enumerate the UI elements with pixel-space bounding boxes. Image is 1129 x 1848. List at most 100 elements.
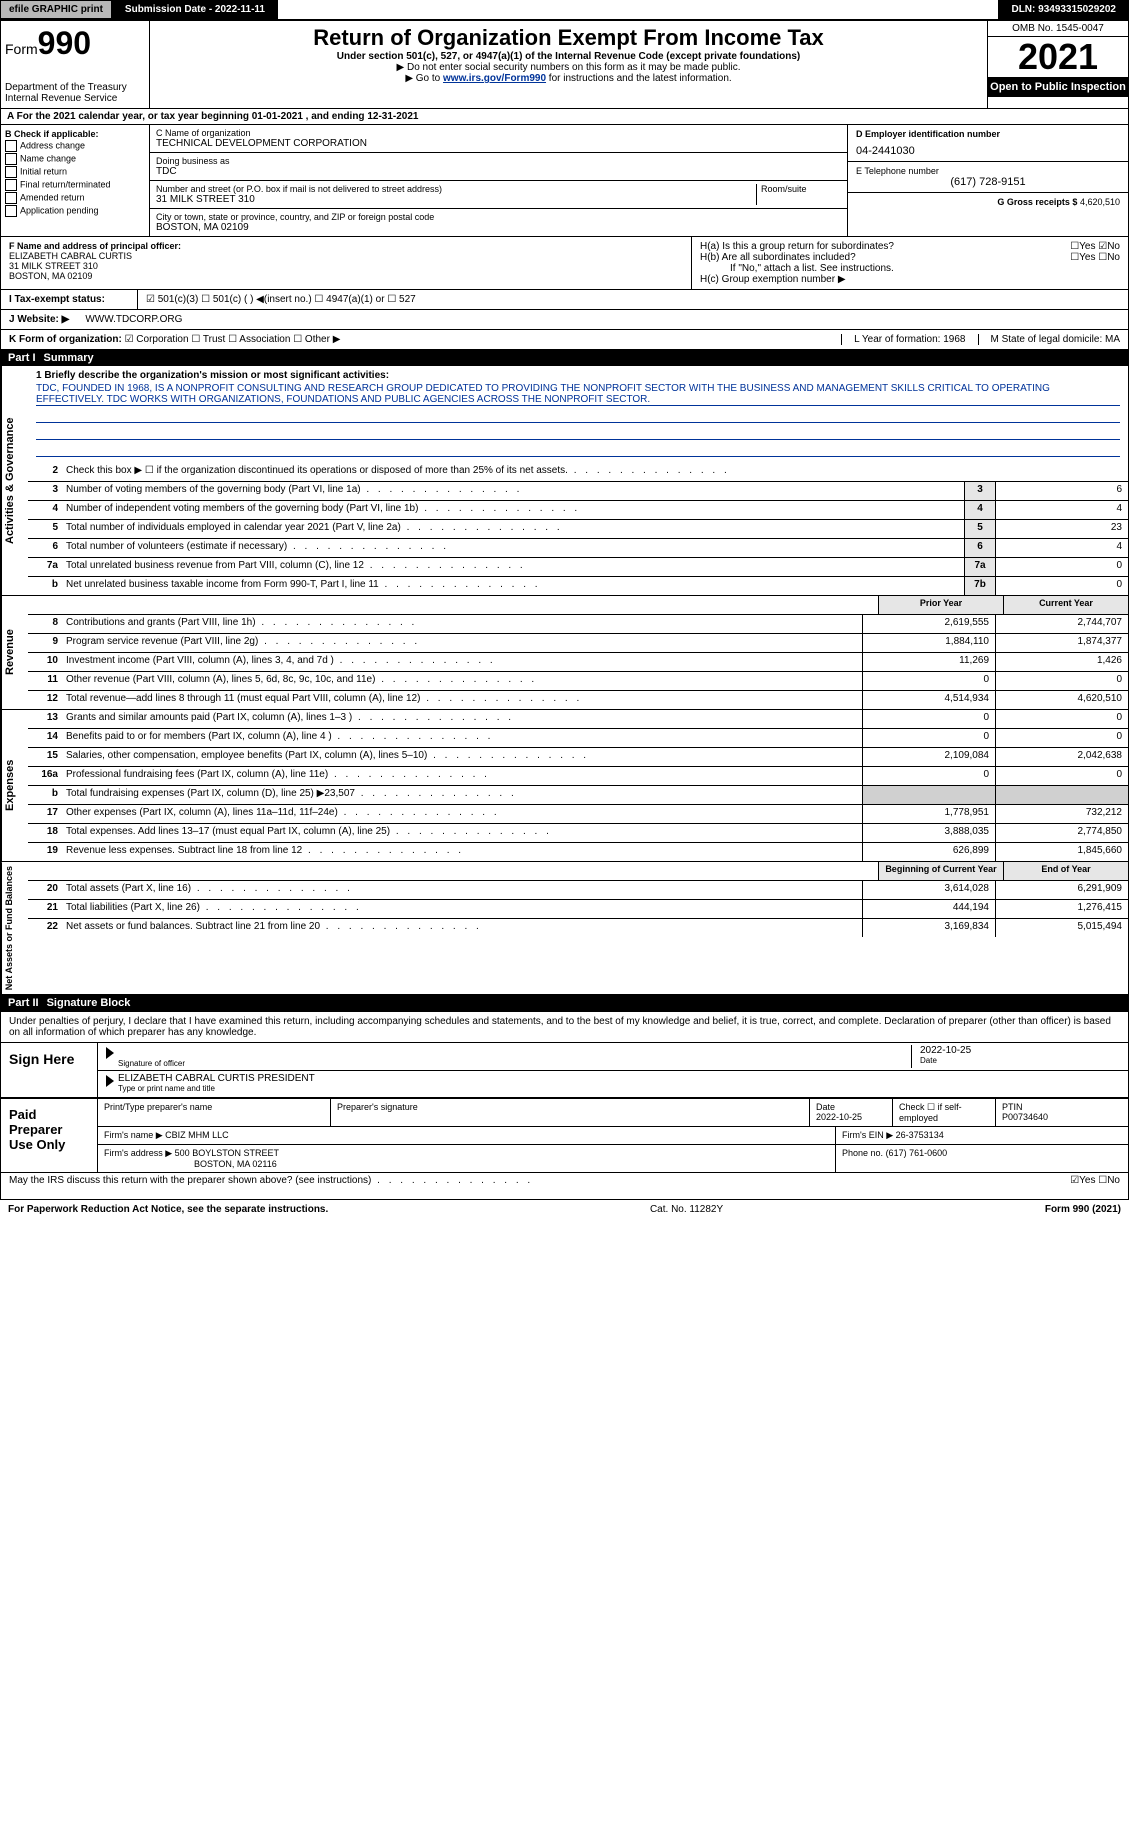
- sig-name-line: ELIZABETH CABRAL CURTIS PRESIDENT Type o…: [98, 1071, 1128, 1097]
- efile-prefix: efile: [9, 4, 29, 15]
- row-k: K Form of organization: ☑ Corporation ☐ …: [0, 330, 1129, 350]
- curr-year-head: Current Year: [1003, 596, 1128, 614]
- data-line: 17Other expenses (Part IX, column (A), l…: [28, 805, 1128, 824]
- data-line: 9Program service revenue (Part VIII, lin…: [28, 634, 1128, 653]
- cb-amended[interactable]: Amended return: [5, 192, 145, 204]
- efile-print: print: [81, 4, 103, 15]
- top-bar: efile GRAPHIC print Submission Date - 20…: [0, 0, 1129, 20]
- calendar-year-text: A For the 2021 calendar year, or tax yea…: [7, 111, 418, 122]
- firm-label: Firm's name ▶: [104, 1130, 163, 1140]
- col-f-officer: F Name and address of principal officer:…: [1, 237, 691, 289]
- row-a-calendar: A For the 2021 calendar year, or tax yea…: [0, 109, 1129, 125]
- website-value: WWW.TDCORP.ORG: [77, 310, 190, 329]
- officer-name: ELIZABETH CABRAL CURTIS: [9, 251, 132, 261]
- firm-phone: (617) 761-0600: [886, 1148, 948, 1158]
- omb-number: OMB No. 1545-0047: [988, 21, 1128, 37]
- prior-year-head: Prior Year: [878, 596, 1003, 614]
- org-name: TECHNICAL DEVELOPMENT CORPORATION: [156, 138, 841, 149]
- gov-line: 4Number of independent voting members of…: [28, 501, 1128, 520]
- discuss-text: May the IRS discuss this return with the…: [9, 1175, 1070, 1197]
- ha-ans: ☐Yes ☑No: [1070, 241, 1120, 252]
- ein-cell: D Employer identification number 04-2441…: [848, 125, 1128, 162]
- data-line: 22Net assets or fund balances. Subtract …: [28, 919, 1128, 937]
- vert-revenue: Revenue: [1, 596, 28, 709]
- goto-pre: ▶ Go to: [405, 73, 443, 84]
- irs-link[interactable]: www.irs.gov/Form990: [443, 73, 546, 84]
- gross-label: G Gross receipts $: [997, 197, 1077, 207]
- irs-label: Internal Revenue Service: [5, 93, 145, 104]
- form-org-label: K Form of organization:: [9, 334, 122, 345]
- goto-note: ▶ Go to www.irs.gov/Form990 for instruct…: [154, 73, 983, 84]
- header-right: OMB No. 1545-0047 2021 Open to Public In…: [987, 21, 1128, 108]
- gov-line: 3Number of voting members of the governi…: [28, 482, 1128, 501]
- data-line: 13Grants and similar amounts paid (Part …: [28, 710, 1128, 729]
- dba-label: Doing business as: [156, 156, 841, 166]
- dln-badge: DLN: 93493315029202: [998, 0, 1129, 19]
- officer-addr1: 31 MILK STREET 310: [9, 261, 98, 271]
- addr-label: Number and street (or P.O. box if mail i…: [156, 184, 756, 194]
- mission-block: 1 Briefly describe the organization's mi…: [28, 366, 1128, 463]
- part1-header: Part I Summary: [0, 350, 1129, 366]
- net-header: Beginning of Current Year End of Year: [28, 862, 1128, 881]
- org-name-cell: C Name of organization TECHNICAL DEVELOP…: [150, 125, 847, 153]
- form-org-opts: ☑ Corporation ☐ Trust ☐ Association ☐ Ot…: [125, 334, 341, 345]
- cb-final[interactable]: Final return/terminated: [5, 179, 145, 191]
- data-line: 14Benefits paid to or for members (Part …: [28, 729, 1128, 748]
- ptin-value: P00734640: [1002, 1112, 1048, 1122]
- data-line: 19Revenue less expenses. Subtract line 1…: [28, 843, 1128, 861]
- discuss-row: May the IRS discuss this return with the…: [1, 1172, 1128, 1199]
- sign-here-row: Sign Here Signature of officer 2022-10-2…: [1, 1043, 1128, 1097]
- tax-year: 2021: [988, 37, 1128, 77]
- sig-date: 2022-10-25: [920, 1045, 1120, 1056]
- vert-net: Net Assets or Fund Balances: [1, 862, 28, 994]
- preparer-row: Paid Preparer Use Only Print/Type prepar…: [1, 1097, 1128, 1172]
- vert-expenses: Expenses: [1, 710, 28, 861]
- ptin-head: PTIN: [1002, 1102, 1023, 1112]
- col-h-group: H(a) Is this a group return for subordin…: [691, 237, 1128, 289]
- part1-label: Part I: [8, 352, 44, 364]
- end-year-head: End of Year: [1003, 862, 1128, 880]
- prep-date: 2022-10-25: [816, 1112, 862, 1122]
- phone-value: (617) 728-9151: [856, 176, 1120, 188]
- phone-label: E Telephone number: [856, 166, 1120, 176]
- row-fh: F Name and address of principal officer:…: [0, 237, 1129, 290]
- data-line: 8Contributions and grants (Part VIII, li…: [28, 615, 1128, 634]
- part2-title: Signature Block: [47, 997, 131, 1009]
- cb-name[interactable]: Name change: [5, 153, 145, 165]
- addr-cell: Number and street (or P.O. box if mail i…: [150, 181, 847, 209]
- gross-cell: G Gross receipts $ 4,620,510: [848, 193, 1128, 211]
- data-line: 10Investment income (Part VIII, column (…: [28, 653, 1128, 672]
- goto-post: for instructions and the latest informat…: [546, 73, 732, 84]
- part2-label: Part II: [8, 997, 47, 1009]
- ha-text: H(a) Is this a group return for subordin…: [700, 241, 1070, 252]
- prep-name-head: Print/Type preparer's name: [98, 1099, 331, 1126]
- data-line: bTotal fundraising expenses (Part IX, co…: [28, 786, 1128, 805]
- col-c-org: C Name of organization TECHNICAL DEVELOP…: [150, 125, 847, 236]
- data-line: 12Total revenue—add lines 8 through 11 (…: [28, 691, 1128, 709]
- ein-label: D Employer identification number: [856, 129, 1000, 139]
- tax-status-label: I Tax-exempt status:: [9, 294, 105, 305]
- year-formation: L Year of formation: 1968: [841, 334, 977, 345]
- form-header: Form990 Department of the Treasury Inter…: [0, 20, 1129, 109]
- section-netassets: Net Assets or Fund Balances Beginning of…: [0, 862, 1129, 995]
- data-line: 21Total liabilities (Part X, line 26)444…: [28, 900, 1128, 919]
- cb-initial[interactable]: Initial return: [5, 166, 145, 178]
- gov-line: 6Total number of volunteers (estimate if…: [28, 539, 1128, 558]
- ein-value: 04-2441030: [856, 145, 1120, 157]
- org-name-label: C Name of organization: [156, 128, 841, 138]
- city-label: City or town, state or province, country…: [156, 212, 841, 222]
- part2-header: Part II Signature Block: [0, 995, 1129, 1011]
- col-b-head: B Check if applicable:: [5, 129, 99, 139]
- cb-address[interactable]: Address change: [5, 140, 145, 152]
- prep-selfemp: Check ☐ if self-employed: [893, 1099, 996, 1126]
- rev-header: Prior Year Current Year: [28, 596, 1128, 615]
- data-line: 15Salaries, other compensation, employee…: [28, 748, 1128, 767]
- sig-name: ELIZABETH CABRAL CURTIS PRESIDENT: [118, 1073, 1120, 1084]
- data-line: 18Total expenses. Add lines 13–17 (must …: [28, 824, 1128, 843]
- preparer-label: Paid Preparer Use Only: [1, 1099, 98, 1172]
- cb-pending[interactable]: Application pending: [5, 205, 145, 217]
- beg-year-head: Beginning of Current Year: [878, 862, 1003, 880]
- firm-addr2: BOSTON, MA 02116: [104, 1159, 277, 1169]
- sig-officer-line: Signature of officer 2022-10-25 Date: [98, 1043, 1128, 1071]
- sig-officer-label: Signature of officer: [118, 1059, 911, 1068]
